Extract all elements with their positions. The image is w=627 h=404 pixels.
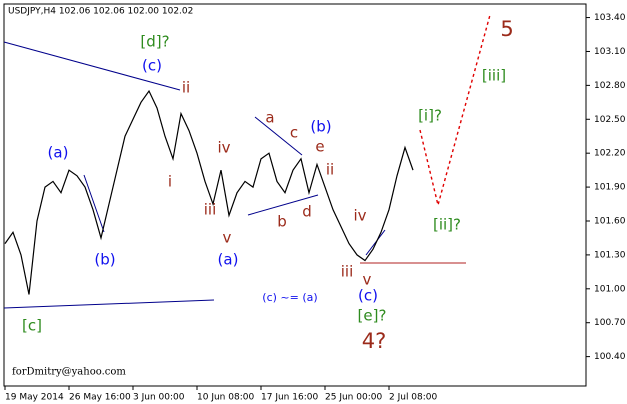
wave-label: (a)	[218, 251, 239, 269]
trendline	[83, 174, 105, 233]
x-tick-label: 17 Jun 16:00	[261, 393, 318, 403]
wave-label: [e]?	[358, 307, 387, 325]
wave-label: iii	[204, 201, 217, 219]
wave-label: ii	[182, 79, 190, 97]
wave-label: [c]	[22, 317, 42, 335]
y-tick-label: 101.60	[594, 216, 626, 226]
wave-label: i	[168, 173, 172, 191]
wave-label: (b)	[310, 118, 331, 136]
trendlines	[3, 14, 491, 309]
wave-label: (c) ~= (a)	[262, 291, 317, 304]
y-tick-label: 102.80	[594, 81, 626, 91]
projection	[419, 14, 491, 206]
y-tick-label: 101.30	[594, 250, 626, 260]
x-tick-label: 10 Jun 08:00	[197, 393, 254, 403]
wave-label: v	[363, 271, 372, 289]
wave-label: [d]?	[140, 33, 169, 51]
x-tick-label: 2 Jul 08:00	[389, 393, 438, 403]
wave-label: 4?	[362, 329, 387, 353]
wave-label: iv	[353, 207, 366, 225]
wave-label: [ii]?	[433, 216, 461, 234]
wave-label: ii	[326, 161, 334, 179]
y-tick-label: 100.40	[594, 352, 626, 362]
y-tick-label: 103.10	[594, 47, 626, 57]
price-line	[4, 89, 414, 295]
y-tick-label: 101.90	[594, 183, 626, 193]
wave-label: e	[315, 138, 324, 156]
y-tick-label: 102.50	[594, 115, 626, 125]
plot-frame	[3, 3, 587, 387]
trendline	[254, 116, 303, 156]
wave-label: (b)	[94, 251, 115, 269]
wave-label: v	[223, 229, 232, 247]
wave-label: [iii]	[482, 67, 506, 85]
y-tick-label: 103.40	[594, 13, 626, 23]
wave-label: [i]?	[418, 107, 442, 125]
wave-label: a	[265, 109, 274, 127]
wave-label: iii	[341, 263, 354, 281]
x-tick-label: 19 May 2014	[5, 393, 64, 403]
wave-label: (a)	[48, 144, 69, 162]
wave-label: b	[277, 213, 287, 231]
trendline	[365, 229, 386, 256]
x-tick-label: 26 May 16:00	[69, 393, 131, 403]
watermark: forDmitry@yahoo.com	[12, 367, 126, 378]
y-tick-label: 102.20	[594, 149, 626, 159]
wave-label: 5	[500, 17, 513, 41]
wave-label: (c)	[142, 57, 162, 75]
trendline	[247, 194, 319, 216]
x-tick-label: 25 Jun 00:00	[325, 393, 382, 403]
y-tick-label: 100.70	[594, 318, 626, 328]
wave-label: iv	[217, 139, 230, 157]
x-tick-label: 3 Jun 00:00	[133, 393, 185, 403]
chart-title: USDJPY,H4 102.06 102.06 102.00 102.02	[8, 7, 193, 17]
trendline	[3, 299, 215, 309]
wave-label: c	[290, 124, 298, 142]
trendline	[3, 41, 181, 91]
wave-label: d	[302, 203, 312, 221]
wave-label: (c)	[358, 287, 378, 305]
y-tick-label: 101.00	[594, 284, 626, 294]
